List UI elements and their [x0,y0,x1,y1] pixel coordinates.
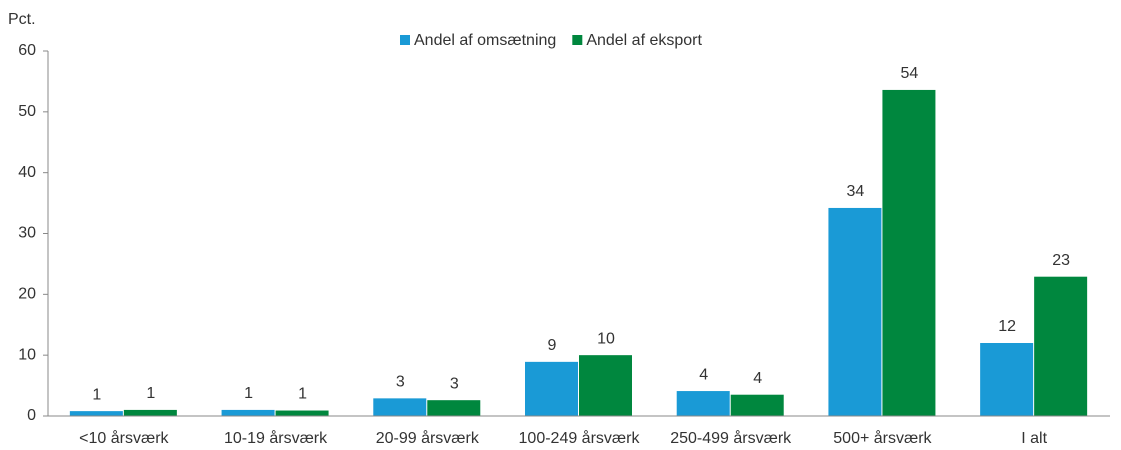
x-tick-label: 10-19 årsværk [224,429,328,447]
bar [221,409,275,416]
bar [1034,276,1088,416]
y-tick-label: 30 [18,225,36,242]
bar [730,394,784,416]
legend-label: Andel af omsætning [414,32,556,49]
legend-swatch [572,35,583,45]
x-tick-label: 250-499 årsværk [670,429,792,447]
value-label: 23 [1052,252,1070,269]
bar [676,391,730,416]
x-tick-label: 100-249 årsværk [519,429,641,447]
value-label: 1 [298,386,307,403]
value-label: 1 [146,385,155,402]
y-tick-label: 20 [18,286,36,303]
x-tick-label: 20-99 årsværk [376,429,480,447]
bar [525,361,578,416]
value-label: 9 [548,337,557,354]
bar [373,398,427,416]
value-label: 54 [901,65,919,82]
x-tick-label: 500+ årsværk [833,429,932,447]
x-tick-label: I alt [1021,430,1047,447]
legend-label: Andel af eksport [586,32,702,49]
value-label: 34 [847,183,865,200]
bar [123,409,177,416]
bar [980,343,1034,416]
bar [828,207,882,416]
y-tick-label: 50 [18,103,36,120]
bar [69,411,123,416]
value-label: 3 [450,375,459,392]
value-label: 4 [699,366,708,383]
y-axis-label: Pct. [8,11,36,28]
bar [882,89,936,416]
value-label: 4 [753,370,762,387]
y-tick-label: 60 [18,42,36,59]
bar [275,410,329,416]
value-label: 12 [998,318,1016,335]
value-label: 3 [396,374,405,391]
value-label: 1 [244,385,253,402]
y-tick-label: 10 [18,346,36,363]
value-label: 1 [92,386,101,403]
y-tick-label: 40 [18,164,36,181]
bar [427,400,481,416]
y-tick-label: 0 [27,407,36,424]
bar [579,355,632,416]
x-tick-label: <10 årsværk [79,429,169,447]
value-label: 10 [597,330,615,347]
legend-swatch [400,35,410,45]
